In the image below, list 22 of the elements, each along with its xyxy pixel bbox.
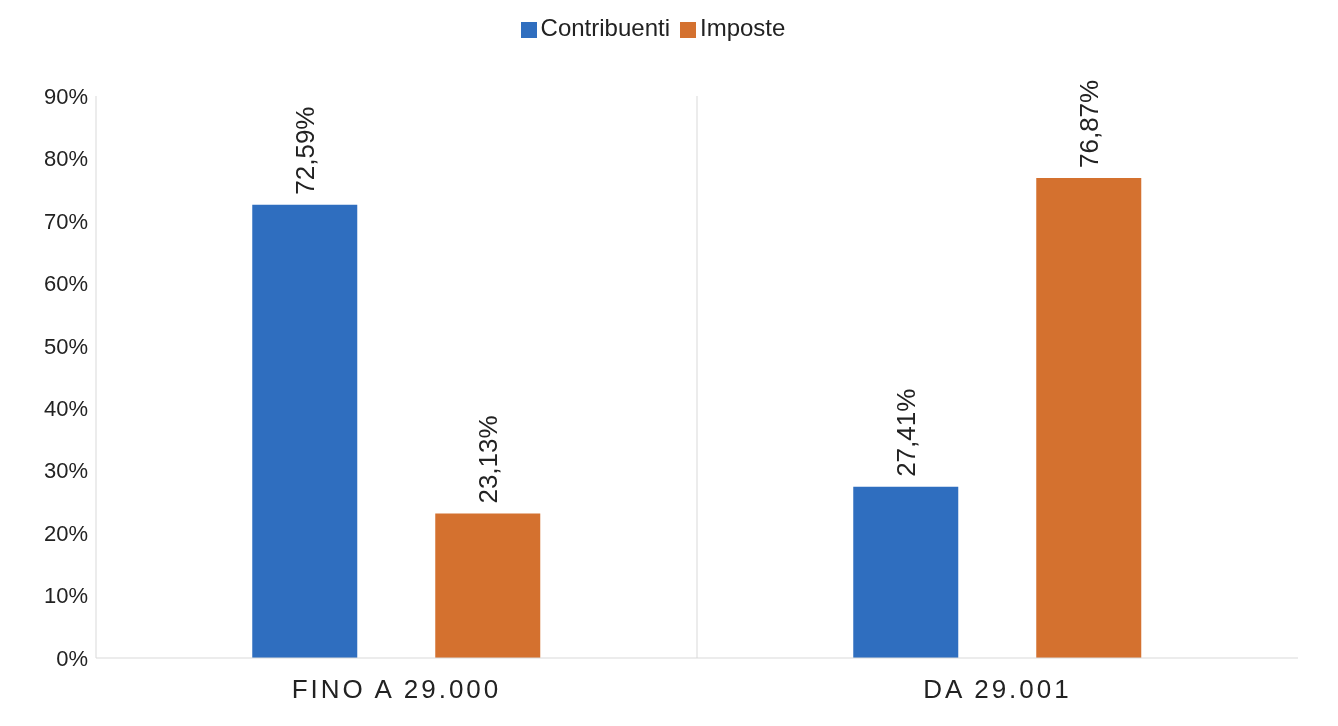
y-tick-label: 20% xyxy=(43,520,88,546)
data-label: 72,59% xyxy=(289,106,320,195)
x-tick-label: DA 29.001 xyxy=(923,674,1072,705)
y-tick-label: 30% xyxy=(43,458,88,484)
data-label: 27,41% xyxy=(890,388,921,477)
bar xyxy=(853,486,959,658)
bar xyxy=(1036,177,1142,658)
bar xyxy=(252,204,358,658)
legend-label: Contribuenti xyxy=(540,14,671,41)
y-tick-label: 50% xyxy=(43,333,88,359)
legend-label: Imposte xyxy=(700,14,786,41)
y-tick-label: 70% xyxy=(43,208,88,234)
data-label: 76,87% xyxy=(1073,79,1104,168)
y-tick-label: 10% xyxy=(43,583,88,609)
y-tick-label: 0% xyxy=(56,645,88,671)
y-tick-label: 80% xyxy=(43,146,88,172)
bar xyxy=(435,513,541,658)
data-label: 23,13% xyxy=(472,415,503,504)
x-tick-label: FINO A 29.000 xyxy=(291,674,502,705)
y-tick-label: 40% xyxy=(43,396,88,422)
y-tick-label: 90% xyxy=(43,83,88,109)
y-tick-label: 60% xyxy=(43,271,88,297)
